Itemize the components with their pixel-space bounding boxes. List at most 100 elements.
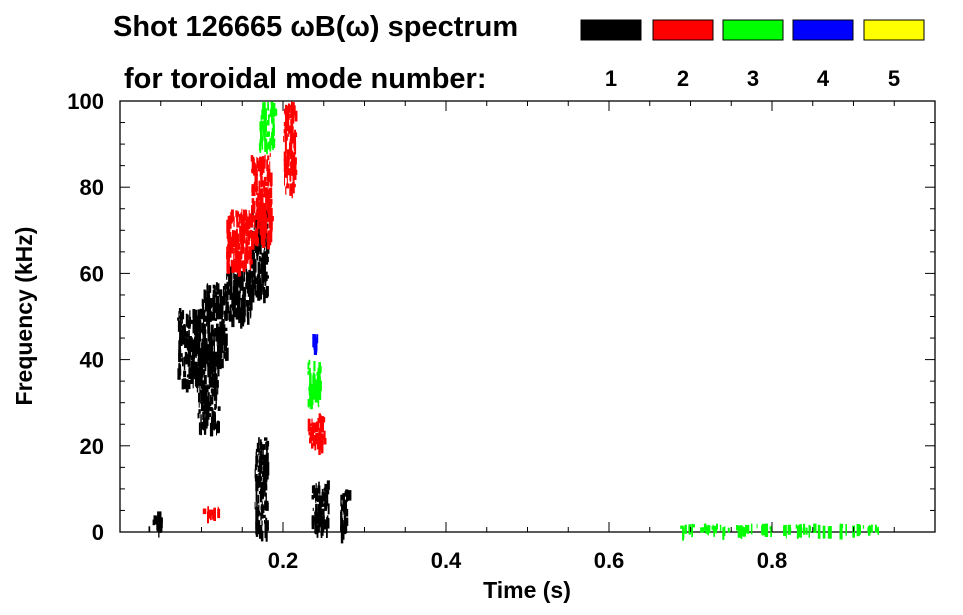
spectrum-mark xyxy=(237,278,241,288)
spectrum-mark xyxy=(254,501,256,510)
spectrum-mark xyxy=(208,509,212,516)
spectrum-mark xyxy=(323,430,326,440)
spectrum-mark xyxy=(226,305,230,314)
legend-label-mode-1: 1 xyxy=(605,66,617,91)
spectrum-mark xyxy=(874,524,877,533)
spectrum-mark xyxy=(260,504,264,513)
mode-2-region-3 xyxy=(307,413,327,455)
y-tick-label: 80 xyxy=(80,175,104,200)
spectrum-mark xyxy=(181,333,184,341)
spectrum-mark xyxy=(286,183,289,189)
spectrum-mark xyxy=(214,404,217,410)
spectrum-mark xyxy=(202,371,206,374)
chart-title-line1: Shot 126665 ωB(ω) spectrum xyxy=(113,11,518,43)
spectrum-mark xyxy=(207,353,209,359)
spectrum-mark xyxy=(736,525,739,531)
spectrum-mark xyxy=(342,520,344,530)
spectrum-mark xyxy=(260,454,263,464)
spectrum-mark xyxy=(233,304,236,318)
spectrum-mark xyxy=(318,413,321,422)
spectrum-mark xyxy=(323,491,328,499)
spectrum-mark xyxy=(704,524,706,532)
spectrum-mark xyxy=(289,168,291,180)
spectrum-mark xyxy=(228,216,232,229)
mode-1-region-8 xyxy=(340,489,352,544)
spectrum-mark xyxy=(221,330,223,336)
spectrum-mark xyxy=(289,142,293,155)
spectrum-mark xyxy=(288,149,290,161)
spectrum-mark xyxy=(214,367,217,377)
spectrum-mark xyxy=(255,521,257,535)
spectrum-mark xyxy=(202,420,204,431)
spectrum-mark xyxy=(231,294,235,308)
spectrum-mark xyxy=(266,218,270,222)
spectrum-mark xyxy=(269,187,273,199)
spectrum-mark xyxy=(240,222,242,227)
spectrum-mark xyxy=(260,190,263,195)
spectrum-mark xyxy=(869,525,873,532)
spectrum-mark xyxy=(746,524,750,534)
spectrum-mark xyxy=(292,164,296,176)
spectrum-mark xyxy=(260,462,262,473)
spectrum-mark xyxy=(229,236,232,251)
spectrum-mark xyxy=(267,235,270,245)
spectrum-mark xyxy=(316,444,319,450)
spectrum-mark xyxy=(192,339,196,347)
spectrum-mark xyxy=(314,525,318,534)
spectrum-mark xyxy=(263,126,267,131)
spectrum-mark xyxy=(211,388,214,392)
spectrum-mark xyxy=(212,310,216,321)
spectrum-mark xyxy=(213,507,216,521)
spectrum-mark xyxy=(197,412,200,419)
spectrum-mark xyxy=(240,277,244,291)
spectrum-mark xyxy=(260,115,262,122)
spectrum-mark xyxy=(194,328,197,336)
spectrum-mark xyxy=(205,356,208,365)
spectrum-mark xyxy=(221,336,223,348)
spectrum-mark xyxy=(261,180,265,187)
spectrum-mark xyxy=(216,378,218,384)
spectrum-mark xyxy=(321,435,325,440)
spectrum-mark xyxy=(206,323,208,327)
spectrum-mark xyxy=(252,267,256,278)
mode-1-region-5 xyxy=(197,351,221,437)
spectrum-mark xyxy=(269,138,272,152)
spectrum-mark xyxy=(189,316,191,327)
spectrum-mark xyxy=(199,308,204,319)
spectrum-mark xyxy=(249,229,253,239)
x-tick-label: 0.2 xyxy=(268,548,299,573)
spectrum-mark xyxy=(211,390,213,397)
spectrum-mark xyxy=(309,433,311,441)
spectrum-mark xyxy=(197,309,201,321)
spectrum-mark xyxy=(309,423,312,427)
spectrum-mark xyxy=(340,495,342,507)
spectrum-mark xyxy=(255,530,259,537)
spectrum-mark xyxy=(317,394,319,407)
spectrum-mark xyxy=(148,526,151,532)
spectrum-mark xyxy=(234,310,237,315)
spectrum-mark xyxy=(256,274,258,281)
spectrum-mark xyxy=(215,400,217,409)
spectrum-mark xyxy=(257,226,260,237)
spectrum-mark xyxy=(207,332,209,338)
spectrum-mark xyxy=(314,398,317,403)
spectrum-mark xyxy=(271,105,274,110)
spectrum-mark xyxy=(259,156,261,163)
spectrum-mark xyxy=(245,241,247,246)
legend-swatch-mode-5 xyxy=(863,19,925,41)
spectrum-mark xyxy=(255,512,258,519)
spectrum-mark xyxy=(246,245,249,253)
spectrum-mark xyxy=(318,497,322,509)
spectrum-mark xyxy=(198,422,201,435)
spectrum-mark xyxy=(221,358,224,369)
spectrum-mark xyxy=(283,163,287,173)
spectrum-mark xyxy=(199,386,201,394)
spectrum-mark xyxy=(264,521,267,535)
spectrum-mark xyxy=(284,140,287,154)
spectrum-mark xyxy=(845,524,847,535)
spectrum-mark xyxy=(272,123,275,135)
spectrum-mark xyxy=(195,349,197,359)
spectrum-mark xyxy=(809,525,812,533)
spectrum-mark xyxy=(214,303,217,313)
spectrum-mark xyxy=(152,519,156,526)
